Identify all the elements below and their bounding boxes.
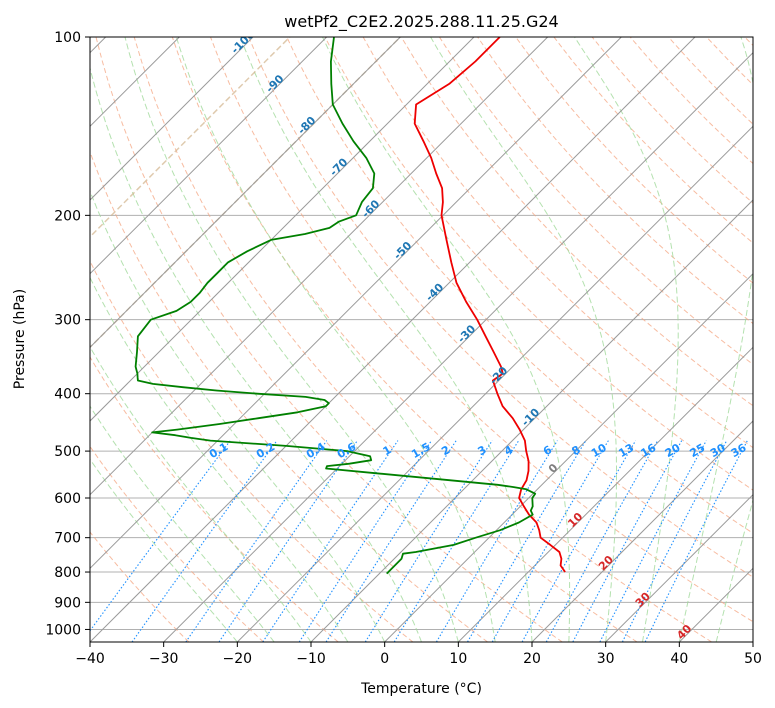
mixing-ratio-line [491,440,609,642]
y-tick-label: 400 [54,387,81,403]
moist-adiabat [90,65,422,642]
isotherm-line [90,37,696,642]
dry-adiabat [171,37,712,642]
moist-adiabat [90,345,312,642]
moist-adiabats [90,37,753,642]
temperature-line [413,37,566,573]
mixing-ratio-line [572,440,683,642]
x-tick-label: 20 [523,651,541,667]
isotherm-line [457,346,753,642]
dry-adiabat [400,37,753,407]
x-tick-label: 50 [744,651,762,667]
moist-adiabat [574,37,679,642]
isotherm-line [90,37,401,349]
dry-adiabat [90,356,339,642]
dry-adiabat [90,531,190,642]
moist-adiabat [90,189,386,642]
dry-adiabat [90,445,264,642]
y-tick-label: 500 [54,444,81,460]
isotherm-line [236,125,753,642]
y-axis-ticks: 100 200 300 400 500 600 700 800 900 1000 [45,30,90,638]
mixing-ratio-line [325,440,457,642]
dewpoint-line [134,37,537,575]
y-tick-label: 800 [54,565,81,581]
mixing-ratio-line [621,440,728,642]
moist-adiabat [239,37,533,642]
pressure-gridlines [90,37,753,630]
dry-adiabat [90,150,488,642]
isotherms [90,37,753,642]
mixing-ratio-line [364,440,493,642]
x-tick-label: 30 [597,651,615,667]
mixing-ratio-line [218,440,358,642]
x-axis-label: Temperature (°C) [360,681,482,697]
moist-adiabat [322,37,571,642]
x-tick-label: −20 [223,651,253,667]
isotherm-line [90,37,328,275]
moist-adiabat [90,276,349,642]
x-tick-label: −10 [296,651,326,667]
isotherm-line [310,199,753,642]
dry-adiabat [515,37,753,284]
isotherm-line [605,493,753,642]
y-tick-label: 100 [54,30,81,46]
x-tick-label: −40 [75,651,105,667]
x-tick-label: 10 [449,651,467,667]
dry-adiabats [90,37,753,642]
isotherm-line [531,420,753,642]
x-tick-label: −30 [149,651,179,667]
mixing-ratio-line [599,440,707,642]
y-tick-label: 600 [54,491,81,507]
moist-adiabat [124,37,459,642]
chart-title: wetPf2_C2E2.2025.288.11.25.G24 [284,12,558,32]
y-axis-label: Pressure (hPa) [12,289,28,389]
plot-area: -100-90-80-70-60-50-40-30-20-10010203040… [90,37,753,642]
y-tick-label: 1000 [45,622,81,638]
dry-adiabat [324,37,753,491]
isotherm-line [90,37,254,201]
moist-adiabat [90,458,238,642]
moist-adiabat [175,37,496,642]
isotherm-line [163,51,753,642]
dry-adiabat [133,37,638,642]
isotherm-line [90,37,549,496]
x-tick-label: 0 [380,651,389,667]
x-tick-label: 40 [670,651,688,667]
dry-adiabat [248,37,753,578]
moist-adiabat [430,37,617,642]
y-tick-label: 300 [54,313,81,329]
dry-adiabat [95,37,563,642]
mixing-ratio-line [298,440,432,642]
dry-adiabat [438,37,753,366]
plot-frame [89,36,754,643]
moist-adiabat [90,405,275,642]
mixing-ratio-line [185,440,328,642]
x-axis-ticks: −40 −30 −20 −10 0 10 20 30 40 50 [75,642,762,667]
mixing-ratio-line [393,440,520,642]
dry-adiabat [210,37,753,623]
mixing-ratio-line [262,440,399,642]
moist-adiabat [678,37,753,642]
mixing-ratio-lines [90,440,748,642]
isotherm-line [90,37,475,422]
mixing-ratio-line [435,440,558,642]
isotherm-line [384,272,753,642]
y-tick-label: 900 [54,595,81,611]
y-tick-label: 200 [54,208,81,224]
isotherm-line [90,37,622,570]
sounding-series [134,37,566,575]
mixing-ratio-line [467,440,587,642]
y-tick-label: 700 [54,531,81,547]
